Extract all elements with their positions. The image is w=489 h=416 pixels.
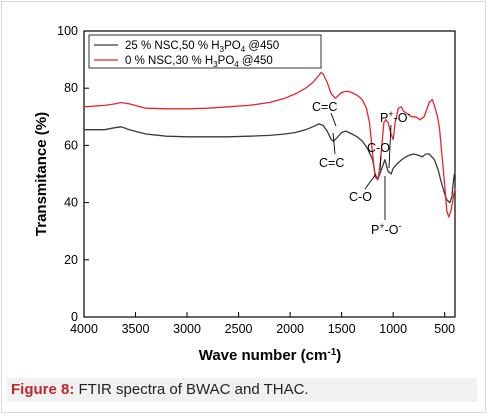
y-tick-label: 60 (64, 138, 78, 152)
annotation-po-lower: P+-O- (371, 221, 402, 237)
x-tick-label: 3500 (122, 322, 150, 336)
series-line-2 (83, 71, 456, 218)
axis-ticks: 4000 3500 3000 2500 2000 1500 1000 500 0 20 40 60 80… (57, 24, 455, 336)
caption-label: Figure 8: (11, 381, 75, 398)
x-tick-label: 2500 (225, 322, 253, 336)
annotation-cc-lower-arrow (332, 132, 336, 155)
legend-label-series-2: 0 % NSC,30 % H3PO4 @450 (125, 55, 273, 69)
x-tick-label: 1000 (379, 322, 407, 336)
legend: 25 % NSC,50 % H3PO4 @450 0 % NSC,30 % H3… (88, 34, 322, 69)
ftir-chart: 4000 3500 3000 2500 2000 1500 1000 500 0 20 40 60 80… (33, 24, 456, 365)
y-tick-label: 40 (64, 196, 78, 210)
y-tick-label: 20 (64, 253, 78, 267)
annotation-co-lower-arrow (364, 173, 377, 190)
x-tick-label: 3000 (173, 322, 201, 336)
y-tick-label: 0 (71, 310, 78, 324)
annotations: C=C C=C C-O C-O P+-O- P+-O- (312, 100, 411, 237)
x-tick-label: 4000 (70, 322, 98, 336)
annotation-po-upper: P+-O- (380, 109, 411, 125)
x-axis-title: Wave number (cm-1) (199, 347, 342, 365)
y-tick-label: 80 (64, 81, 78, 95)
x-tick-label: 500 (434, 322, 455, 336)
legend-label-series-1: 25 % NSC,50 % H3PO4 @450 (125, 40, 279, 54)
y-axis-title: Transmitance (%) (33, 112, 50, 236)
x-tick-label: 1500 (328, 322, 356, 336)
annotation-cc-lower: C=C (319, 156, 344, 170)
plot-area (83, 30, 456, 318)
series-line-1 (84, 123, 456, 204)
x-tick-label: 2000 (276, 322, 304, 336)
annotation-co-lower: C-O (349, 190, 372, 204)
figure-caption: Figure 8: FTIR spectra of BWAC and THAC. (7, 378, 477, 402)
annotation-cc-upper-arrow (330, 112, 337, 127)
annotation-co-upper-arrow (379, 155, 382, 171)
legend-box (88, 34, 322, 69)
y-tick-label: 100 (57, 24, 78, 38)
annotation-cc-upper: C=C (312, 100, 337, 114)
annotation-co-upper: C-O (367, 141, 390, 155)
series-group (83, 71, 456, 218)
annotation-po-upper-arrow (388, 124, 392, 169)
caption-text: FTIR spectra of BWAC and THAC. (78, 381, 309, 398)
